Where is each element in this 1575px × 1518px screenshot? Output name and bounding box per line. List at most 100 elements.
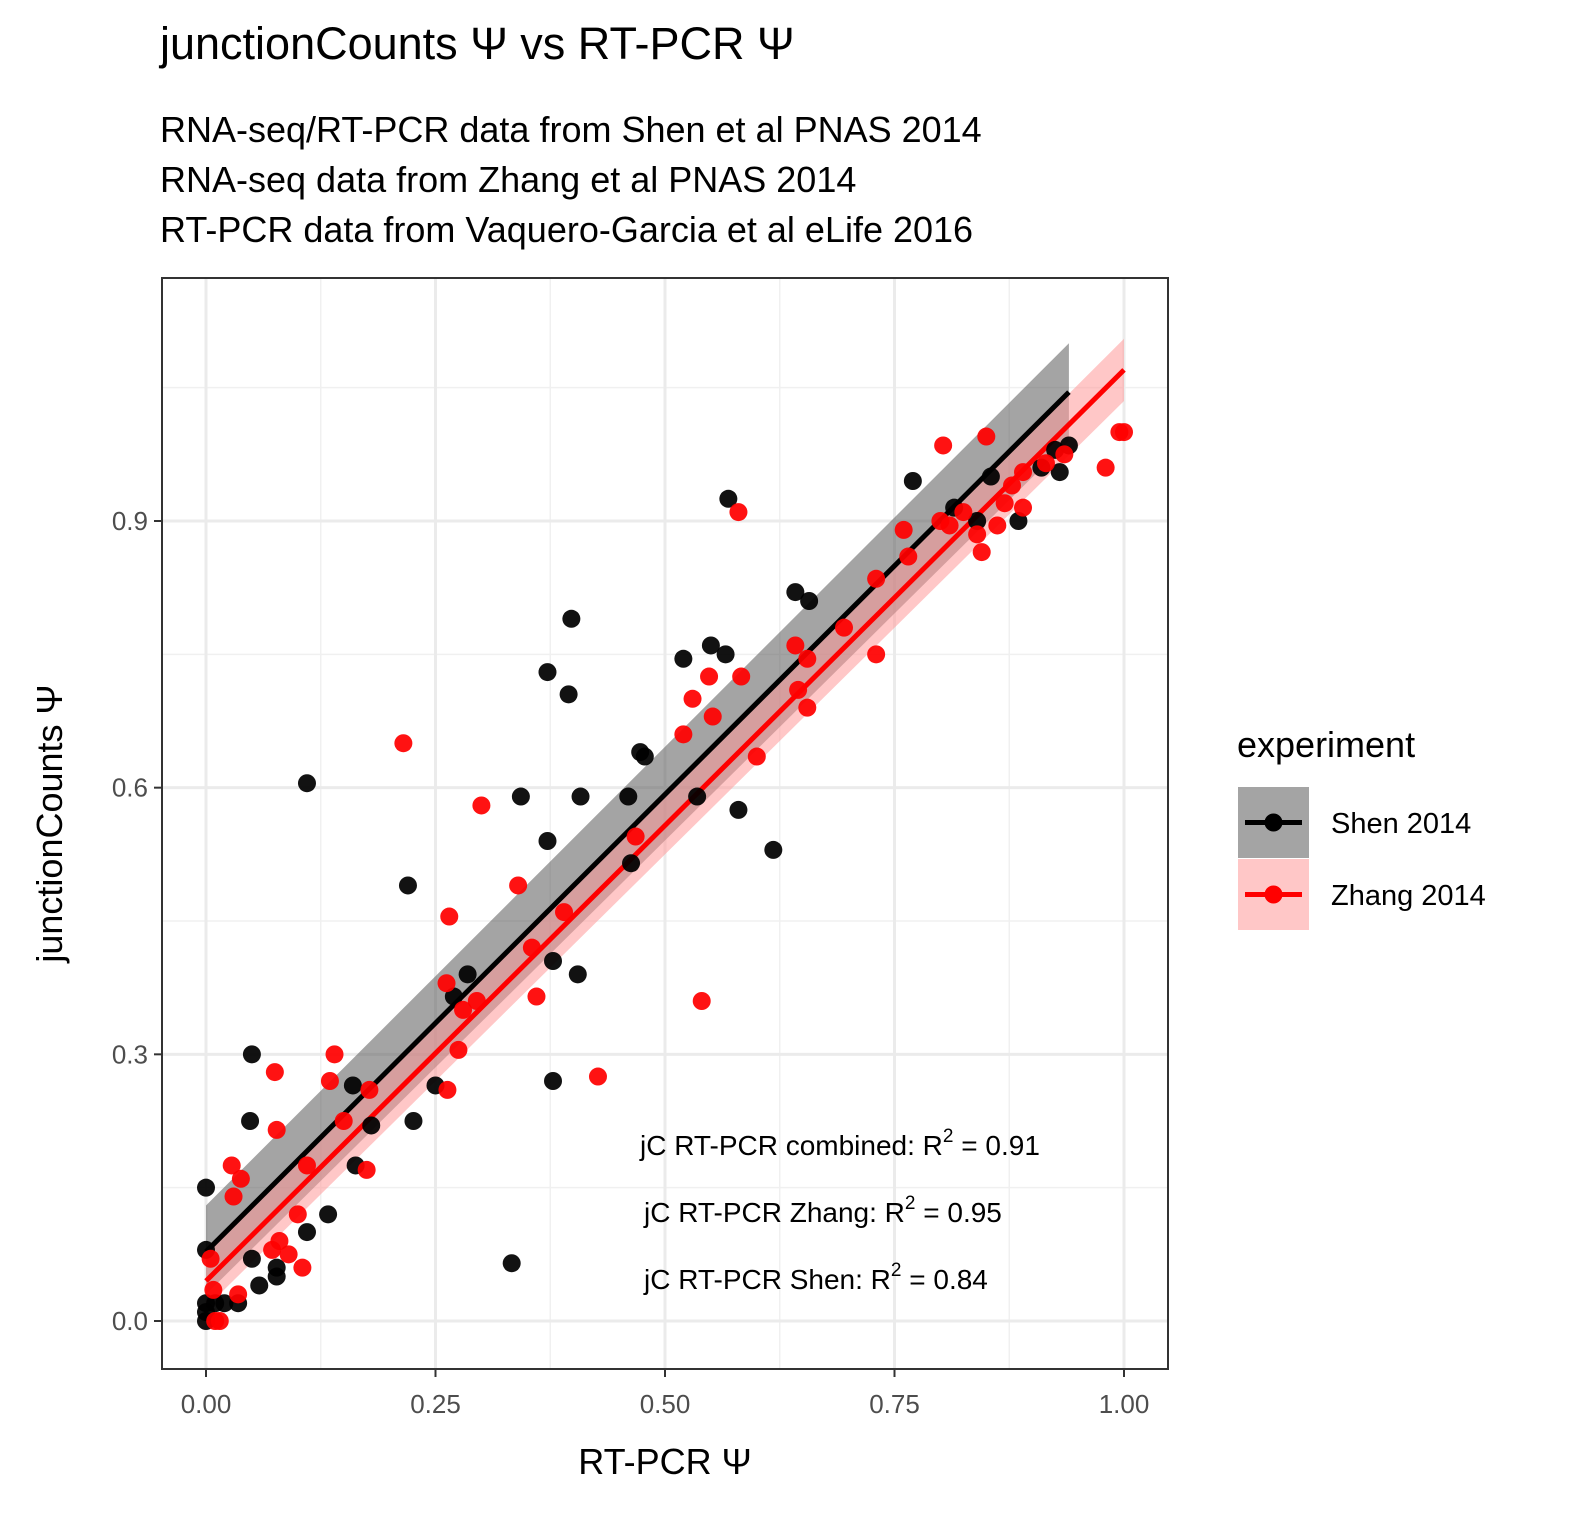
data-point-zhang — [527, 987, 546, 1006]
data-point-zhang — [297, 1156, 316, 1175]
data-point-zhang — [288, 1205, 307, 1224]
legend: experiment Shen 2014 Zhang 2014 — [1237, 724, 1486, 930]
data-point-shen — [250, 1276, 269, 1295]
data-point-zhang — [201, 1249, 220, 1268]
data-point-zhang — [899, 547, 918, 566]
data-point-zhang — [210, 1312, 229, 1330]
data-point-zhang — [555, 903, 574, 922]
data-point-zhang — [279, 1245, 298, 1264]
data-point-zhang — [867, 645, 886, 664]
data-point-zhang — [229, 1285, 248, 1304]
data-point-shen — [511, 787, 530, 806]
x-axis-title: RT-PCR Ψ — [578, 1441, 751, 1482]
data-point-shen — [242, 1045, 261, 1064]
data-point-shen — [729, 800, 748, 819]
axis-ticks: 0.00 0.25 0.50 0.75 1.00 0.0 0.3 0.6 0.9 — [112, 506, 1149, 1419]
data-point-zhang — [438, 1080, 457, 1099]
data-point-zhang — [357, 1160, 376, 1179]
data-point-shen — [343, 1076, 362, 1095]
data-point-shen — [502, 1254, 521, 1273]
data-point-zhang — [835, 618, 854, 637]
data-point-shen — [544, 952, 563, 970]
data-point-shen — [1050, 463, 1069, 482]
data-point-zhang — [267, 1120, 286, 1139]
data-point-shen — [701, 636, 720, 655]
data-point-zhang — [231, 1169, 250, 1188]
data-point-zhang — [954, 503, 973, 522]
data-point-shen — [903, 472, 922, 490]
y-axis-title: junctionCounts Ψ — [29, 684, 70, 963]
x-tick-label: 1.00 — [1099, 1389, 1150, 1419]
data-point-shen — [800, 592, 819, 610]
data-point-shen — [538, 663, 557, 682]
r2-annotation: jC RT-PCR Shen: R2 = 0.84 — [643, 1260, 988, 1295]
legend-key-point — [1264, 885, 1283, 904]
y-tick-label: 0.9 — [112, 506, 148, 536]
data-point-zhang — [222, 1156, 241, 1175]
data-point-zhang — [1096, 458, 1115, 477]
data-point-zhang — [265, 1063, 284, 1082]
data-point-shen — [297, 1223, 316, 1242]
x-tick-label: 0.75 — [869, 1389, 920, 1419]
data-point-shen — [404, 1112, 423, 1130]
data-point-shen — [719, 489, 738, 508]
data-point-zhang — [798, 649, 817, 668]
data-point-shen — [215, 1294, 234, 1313]
data-point-shen — [619, 787, 638, 806]
legend-label: Zhang 2014 — [1331, 880, 1486, 912]
data-point-shen — [444, 987, 463, 1006]
data-point-zhang — [940, 516, 959, 535]
legend-title: experiment — [1237, 724, 1415, 765]
data-point-shen — [458, 965, 477, 984]
data-point-shen — [568, 965, 587, 984]
data-point-shen — [786, 583, 805, 602]
legend-label: Shen 2014 — [1331, 808, 1471, 840]
data-point-zhang — [509, 876, 528, 895]
data-point-zhang — [472, 796, 491, 815]
data-point-zhang — [798, 698, 817, 717]
data-point-zhang — [729, 503, 748, 522]
data-point-shen — [544, 1072, 563, 1090]
data-point-zhang — [995, 494, 1014, 513]
data-point-zhang — [972, 543, 991, 562]
data-point-zhang — [270, 1232, 289, 1250]
data-point-zhang — [522, 938, 541, 957]
data-point-zhang — [747, 747, 766, 766]
data-point-zhang — [732, 667, 751, 686]
fit-line-shen — [204, 390, 1071, 1254]
data-point-zhang — [1036, 454, 1055, 473]
data-point-shen — [716, 645, 735, 664]
data-point-shen — [562, 609, 581, 628]
data-point-shen — [764, 840, 783, 859]
data-point-zhang — [1055, 445, 1074, 464]
chart-title: junctionCounts Ψ vs RT-PCR Ψ — [160, 18, 795, 69]
data-point-zhang — [703, 707, 722, 726]
data-point-zhang — [934, 436, 953, 455]
data-point-zhang — [360, 1080, 379, 1099]
y-tick-label: 0.3 — [112, 1039, 148, 1069]
data-point-shen — [362, 1116, 381, 1135]
data-point-zhang — [977, 427, 996, 446]
data-point-shen — [571, 787, 590, 806]
data-point-zhang — [626, 827, 645, 846]
data-point-shen — [688, 787, 707, 806]
data-point-zhang — [692, 992, 711, 1010]
data-point-shen — [242, 1249, 261, 1268]
data-point-zhang — [394, 734, 413, 753]
data-point-shen — [981, 467, 1000, 486]
data-point-zhang — [786, 636, 805, 655]
subtitle-line-3: RT-PCR data from Vaquero-Garcia et al eL… — [160, 209, 974, 250]
data-point-zhang — [467, 992, 486, 1010]
y-tick-label: 0.6 — [112, 773, 148, 803]
data-point-shen — [398, 876, 417, 895]
subtitle-line-2: RNA-seq data from Zhang et al PNAS 2014 — [160, 159, 857, 200]
data-point-zhang — [204, 1280, 223, 1299]
data-point-zhang — [454, 1000, 473, 1019]
data-points — [197, 423, 1133, 1330]
data-point-zhang — [325, 1045, 344, 1064]
data-point-shen — [297, 774, 316, 793]
data-point-zhang — [1014, 498, 1033, 517]
r2-annotation: jC RT-PCR combined: R2 = 0.91 — [639, 1126, 1040, 1161]
data-point-zhang — [1115, 423, 1133, 442]
data-point-zhang — [293, 1258, 312, 1277]
